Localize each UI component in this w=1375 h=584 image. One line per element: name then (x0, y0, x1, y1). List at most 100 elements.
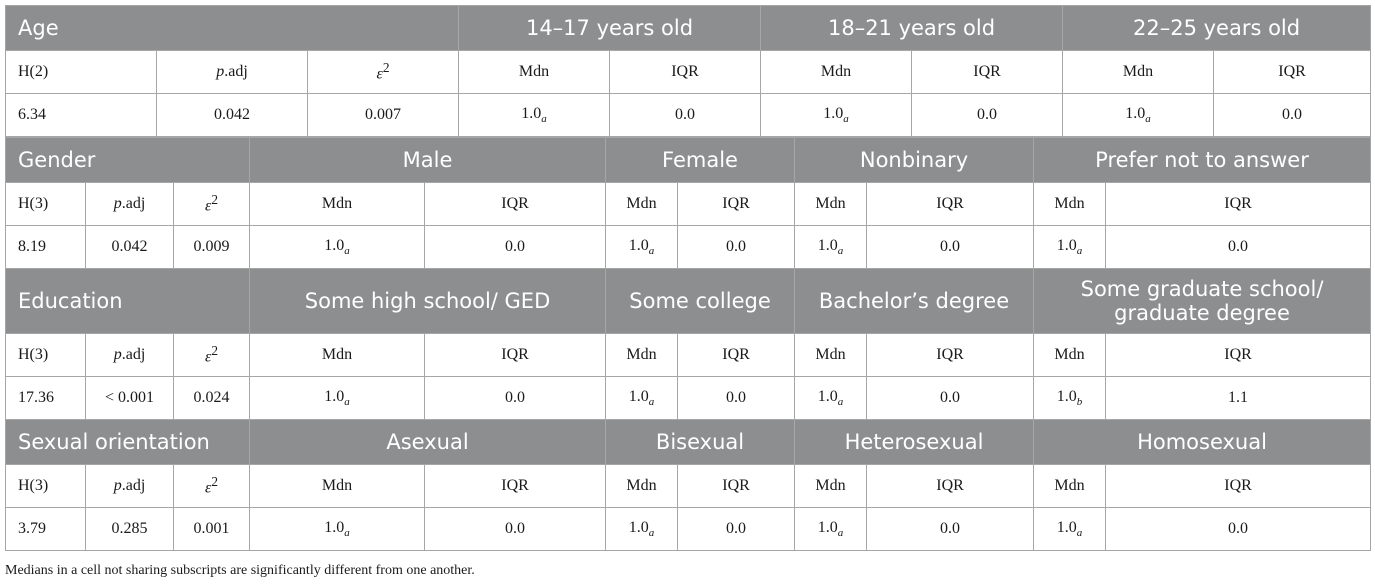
iqr-value: 0.0 (677, 507, 796, 551)
median-value: 1.0a (249, 507, 426, 551)
demographics-table: Gender Male Female Nonbinary Prefer not … (4, 137, 1372, 551)
gender-group-header: Male (249, 137, 607, 183)
h-stat-label: H(2) (5, 50, 157, 94)
mdn-label: Mdn (760, 50, 913, 94)
p-adj-value: 0.042 (85, 225, 174, 269)
iqr-label: IQR (608, 50, 762, 94)
iqr-label: IQR (424, 333, 607, 377)
sexual-orientation-group-header: Heterosexual (794, 419, 1035, 465)
median-value: 1.0a (458, 93, 610, 137)
iqr-value: 0.0 (424, 225, 607, 269)
p-adj-label: p.adj (85, 182, 174, 226)
p-adj-label: p.adj (85, 333, 174, 377)
epsilon-squared-label: ε2 (307, 50, 459, 94)
mdn-label: Mdn (1033, 464, 1107, 508)
median-value: 1.0a (1033, 507, 1107, 551)
iqr-label: IQR (677, 464, 796, 508)
h-stat-value: 3.79 (5, 507, 86, 551)
h-stat-value: 6.34 (5, 93, 157, 137)
iqr-value: 0.0 (1105, 225, 1372, 269)
iqr-label: IQR (1105, 333, 1372, 377)
age-group-header: 18–21 years old (760, 5, 1064, 51)
h-stat-label: H(3) (5, 333, 86, 377)
median-value: 1.0a (1033, 225, 1107, 269)
iqr-label: IQR (1105, 182, 1372, 226)
iqr-label: IQR (866, 182, 1035, 226)
gender-header: Gender (4, 137, 251, 183)
median-value: 1.0a (794, 376, 868, 420)
iqr-value: 0.0 (677, 376, 796, 420)
p-adj-value: 0.042 (156, 93, 308, 137)
iqr-label: IQR (424, 182, 607, 226)
median-value: 1.0a (605, 225, 679, 269)
education-group-header: Some graduate school/ graduate degree (1033, 268, 1372, 334)
median-value: 1.0b (1033, 376, 1107, 420)
table-footnote: Medians in a cell not sharing subscripts… (5, 563, 475, 578)
education-group-header: Some college (605, 268, 796, 334)
mdn-label: Mdn (458, 50, 610, 94)
epsilon-squared-value: 0.024 (172, 376, 251, 420)
p-adj-label: p.adj (85, 464, 174, 508)
gender-group-header: Prefer not to answer (1033, 137, 1372, 183)
iqr-value: 0.0 (608, 93, 762, 137)
iqr-value: 0.0 (424, 507, 607, 551)
epsilon-squared-label: ε2 (172, 333, 251, 377)
epsilon-squared-label: ε2 (172, 182, 251, 226)
p-adj-label: p.adj (156, 50, 308, 94)
p-adj-value: 0.285 (85, 507, 174, 551)
h-stat-label: H(3) (5, 182, 86, 226)
median-value: 1.0a (760, 93, 913, 137)
age-group-header: 14–17 years old (457, 5, 762, 51)
iqr-value: 0.0 (677, 225, 796, 269)
h-stat-value: 8.19 (5, 225, 86, 269)
iqr-label: IQR (911, 50, 1064, 94)
mdn-label: Mdn (249, 182, 426, 226)
iqr-label: IQR (424, 464, 607, 508)
mdn-label: Mdn (249, 333, 426, 377)
epsilon-squared-value: 0.009 (172, 225, 251, 269)
median-value: 1.0a (794, 507, 868, 551)
median-value: 1.0a (249, 225, 426, 269)
age-group-header: 22–25 years old (1062, 5, 1372, 51)
iqr-value: 0.0 (1213, 93, 1372, 137)
median-value: 1.0a (605, 376, 679, 420)
iqr-label: IQR (866, 464, 1035, 508)
gender-group-header: Nonbinary (794, 137, 1035, 183)
mdn-label: Mdn (605, 333, 679, 377)
sexual-orientation-group-header: Asexual (249, 419, 607, 465)
mdn-label: Mdn (794, 182, 868, 226)
iqr-label: IQR (1105, 464, 1372, 508)
results-table-wrapper: Age 14–17 years old 18–21 years old 22–2… (4, 5, 1372, 551)
iqr-label: IQR (677, 182, 796, 226)
median-value: 1.0a (605, 507, 679, 551)
sexual-orientation-group-header: Bisexual (605, 419, 796, 465)
iqr-value: 0.0 (1105, 507, 1372, 551)
h-stat-value: 17.36 (5, 376, 86, 420)
epsilon-squared-value: 0.007 (307, 93, 459, 137)
gender-group-header: Female (605, 137, 796, 183)
p-adj-value: < 0.001 (85, 376, 174, 420)
iqr-value: 0.0 (866, 376, 1035, 420)
iqr-value: 1.1 (1105, 376, 1372, 420)
mdn-label: Mdn (605, 464, 679, 508)
epsilon-squared-label: ε2 (172, 464, 251, 508)
iqr-value: 0.0 (911, 93, 1064, 137)
education-group-header: Some high school/ GED (249, 268, 607, 334)
iqr-value: 0.0 (866, 225, 1035, 269)
age-table: Age 14–17 years old 18–21 years old 22–2… (5, 5, 1372, 137)
mdn-label: Mdn (1033, 333, 1107, 377)
sexual-orientation-header: Sexual orientation (4, 419, 251, 465)
mdn-label: Mdn (1033, 182, 1107, 226)
iqr-label: IQR (866, 333, 1035, 377)
age-header: Age (5, 5, 459, 51)
median-value: 1.0a (1062, 93, 1215, 137)
education-header: Education (4, 268, 251, 334)
h-stat-label: H(3) (5, 464, 86, 508)
iqr-label: IQR (1213, 50, 1372, 94)
median-value: 1.0a (249, 376, 426, 420)
iqr-label: IQR (677, 333, 796, 377)
mdn-label: Mdn (794, 333, 868, 377)
mdn-label: Mdn (249, 464, 426, 508)
mdn-label: Mdn (605, 182, 679, 226)
epsilon-squared-value: 0.001 (172, 507, 251, 551)
